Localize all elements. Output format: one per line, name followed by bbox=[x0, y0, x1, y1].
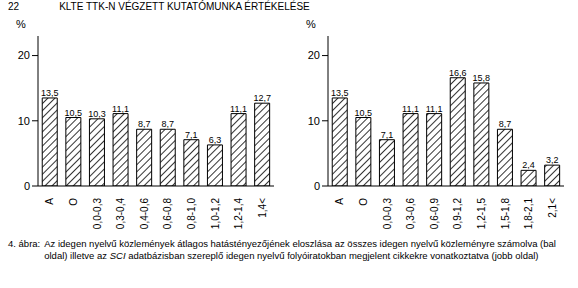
svg-text:20: 20 bbox=[18, 49, 30, 61]
svg-text:8,7: 8,7 bbox=[499, 119, 512, 129]
svg-text:0,3-0,4: 0,3-0,4 bbox=[115, 198, 126, 230]
svg-text:0,0-0,3: 0,0-0,3 bbox=[92, 198, 103, 230]
svg-text:10: 10 bbox=[18, 115, 30, 127]
svg-text:%: % bbox=[306, 18, 316, 30]
svg-text:15,8: 15,8 bbox=[473, 73, 491, 83]
svg-text:A: A bbox=[44, 198, 55, 205]
svg-text:13,5: 13,5 bbox=[331, 88, 349, 98]
svg-text:13,5: 13,5 bbox=[41, 88, 59, 98]
svg-text:0,3-0,6: 0,3-0,6 bbox=[405, 198, 416, 230]
svg-text:11,1: 11,1 bbox=[402, 104, 419, 114]
svg-text:7,1: 7,1 bbox=[381, 130, 394, 140]
svg-text:0: 0 bbox=[24, 180, 30, 192]
svg-text:10: 10 bbox=[308, 115, 320, 127]
svg-text:20: 20 bbox=[308, 49, 320, 61]
html-text:KLTE TTK-N VÉGZETT KUTATÓMUNKA: KLTE TTK-N VÉGZETT KUTATÓMUNKA ÉRTÉKELÉS… bbox=[59, 1, 310, 12]
svg-text:1,8-2,1: 1,8-2,1 bbox=[523, 198, 534, 230]
svg-text:11,1: 11,1 bbox=[426, 104, 443, 114]
svg-text:0,6-0,9: 0,6-0,9 bbox=[429, 198, 440, 230]
svg-text:0: 0 bbox=[314, 180, 320, 192]
svg-text:10,5: 10,5 bbox=[355, 108, 373, 118]
svg-text:8,7: 8,7 bbox=[138, 119, 151, 129]
svg-text:11,1: 11,1 bbox=[230, 104, 247, 114]
svg-text:1,4<: 1,4< bbox=[257, 198, 268, 218]
svg-text:%: % bbox=[16, 18, 26, 30]
svg-text:6,3: 6,3 bbox=[209, 135, 222, 145]
svg-text:11,1: 11,1 bbox=[112, 104, 129, 114]
svg-text:7,1: 7,1 bbox=[185, 130, 198, 140]
svg-text:1,5-1,8: 1,5-1,8 bbox=[500, 198, 511, 230]
svg-text:0,4-0,6: 0,4-0,6 bbox=[139, 198, 150, 230]
svg-text:O: O bbox=[68, 198, 79, 206]
svg-text:10,3: 10,3 bbox=[88, 109, 106, 119]
svg-text:0,8-1,0: 0,8-1,0 bbox=[186, 198, 197, 230]
svg-text:0,6-0,8: 0,6-0,8 bbox=[162, 198, 173, 230]
svg-text:2,4: 2,4 bbox=[522, 160, 535, 170]
svg-text:O: O bbox=[358, 198, 369, 206]
svg-text:16,6: 16,6 bbox=[449, 68, 467, 78]
html-text:22: 22 bbox=[8, 1, 20, 12]
svg-text:0,0-0,3: 0,0-0,3 bbox=[382, 198, 393, 230]
svg-text:1,0-1,2: 1,0-1,2 bbox=[210, 198, 221, 230]
svg-text:A: A bbox=[334, 198, 345, 205]
svg-text:0,9-1,2: 0,9-1,2 bbox=[452, 198, 463, 230]
svg-text:8,7: 8,7 bbox=[161, 119, 174, 129]
svg-text:3,2: 3,2 bbox=[546, 155, 559, 165]
html-text:4. ábra: Az idegen nyelvű közl: 4. ábra: Az idegen nyelvű közlemények át… bbox=[8, 238, 556, 261]
svg-text:12,7: 12,7 bbox=[253, 93, 271, 103]
svg-text:2,1<: 2,1< bbox=[547, 198, 558, 218]
svg-text:10,5: 10,5 bbox=[65, 108, 83, 118]
svg-text:1,2-1,4: 1,2-1,4 bbox=[233, 198, 244, 230]
svg-text:1,2-1,5: 1,2-1,5 bbox=[476, 198, 487, 230]
